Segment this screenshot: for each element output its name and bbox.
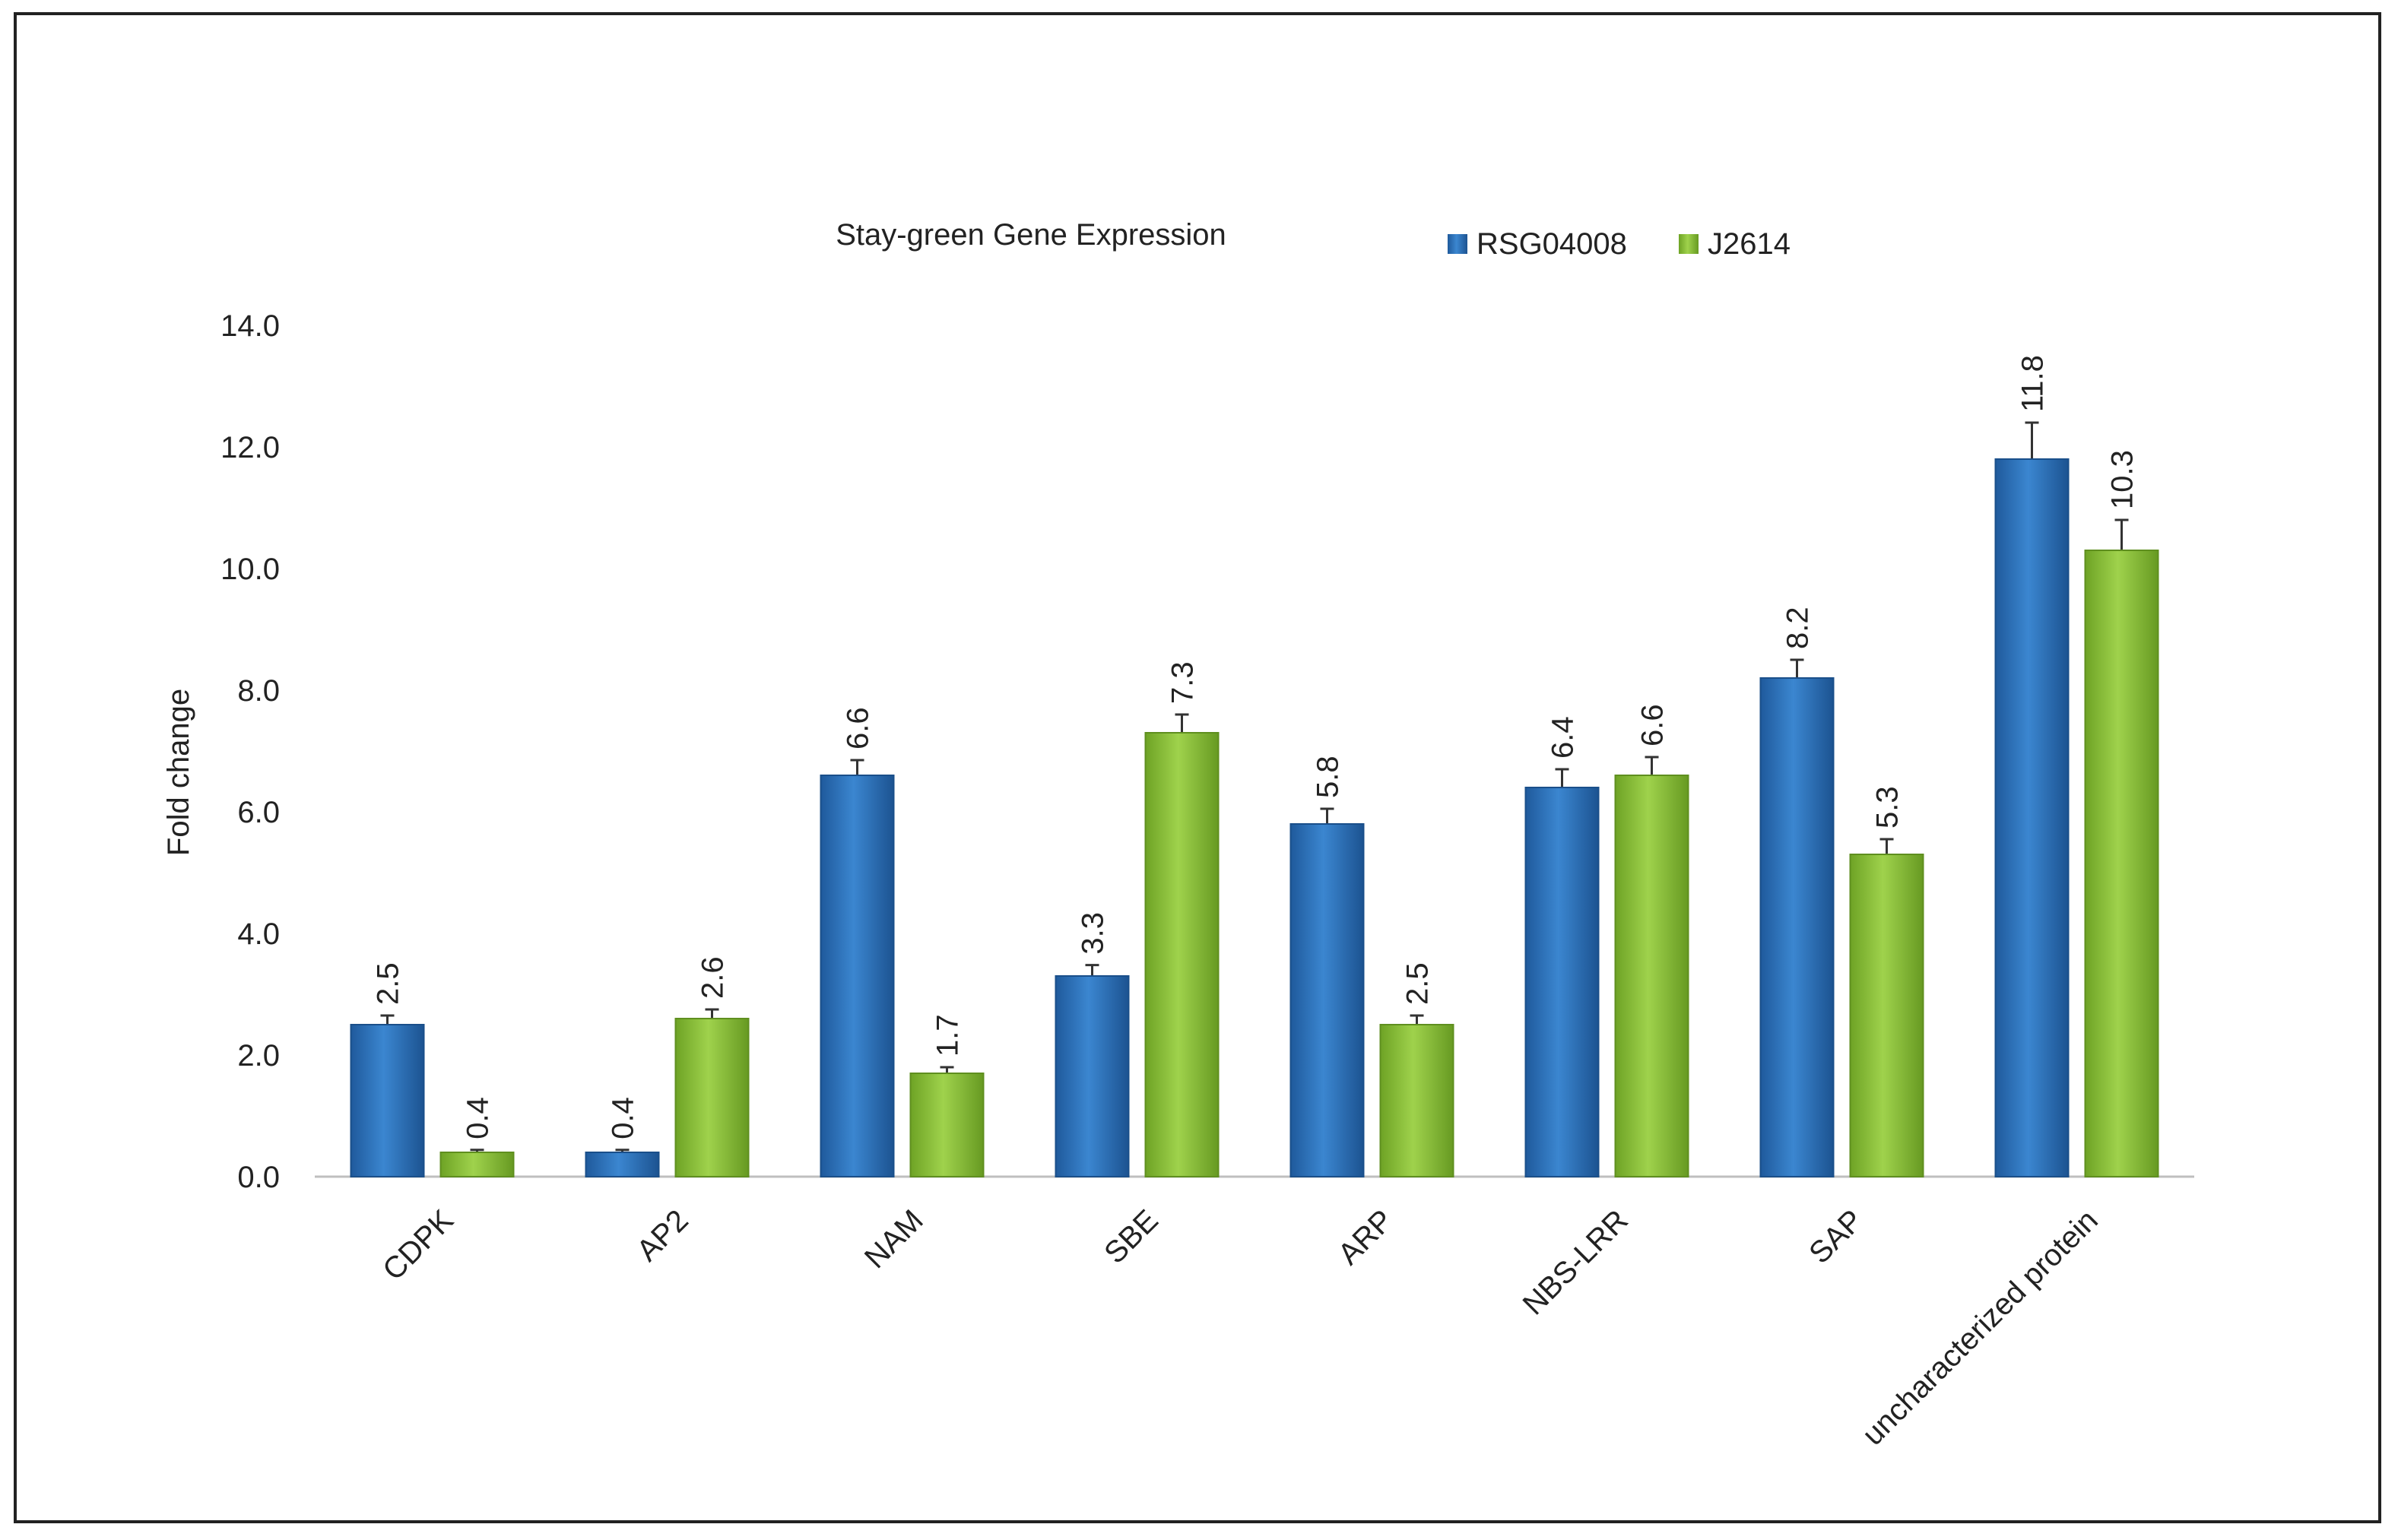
x-tick-label-nbs-lrr: NBS-LRR bbox=[1517, 1203, 1635, 1321]
x-tick-label-uncharacterized-protein: uncharacterized protein bbox=[1856, 1203, 2105, 1452]
data-label-j2614-sbe: 7.3 bbox=[1166, 661, 1200, 704]
bar-j2614-uncharacterized-protein bbox=[2084, 550, 2159, 1177]
bar-rsg04008-sap bbox=[1759, 677, 1835, 1177]
legend: RSG04008 J2614 bbox=[1448, 227, 1791, 261]
data-label-j2614-nbs-lrr: 6.6 bbox=[1636, 704, 1670, 746]
bar-j2614-arp bbox=[1379, 1024, 1454, 1177]
x-tick-label-sbe: SBE bbox=[1098, 1203, 1165, 1270]
bar-rsg04008-nbs-lrr bbox=[1524, 787, 1600, 1177]
bar-labels: 2.5 0.4 0.4 2.6 6.6 1.7 3.3 7.3 5.8 2.5 6.4 6.6 8.2 5… bbox=[372, 355, 2139, 1139]
y-tick-label: 10.0 bbox=[220, 553, 280, 586]
x-tick-label-cdpk: CDPK bbox=[376, 1203, 460, 1287]
legend-swatch-j2614 bbox=[1679, 234, 1699, 254]
data-label-rsg04008-sbe: 3.3 bbox=[1077, 912, 1110, 955]
bar-rsg04008-arp bbox=[1289, 823, 1365, 1177]
data-label-rsg04008-sap: 8.2 bbox=[1781, 607, 1815, 649]
data-label-j2614-uncharacterized-protein: 10.3 bbox=[2106, 450, 2139, 509]
bar-j2614-sbe bbox=[1144, 732, 1220, 1177]
data-label-rsg04008-arp: 5.8 bbox=[1312, 756, 1345, 798]
x-tick-label-ap2: AP2 bbox=[630, 1203, 695, 1268]
figure-frame: Stay-green Gene Expression RSG04008 J261… bbox=[14, 12, 2381, 1523]
bar-rsg04008-ap2 bbox=[585, 1152, 660, 1177]
data-label-j2614-nam: 1.7 bbox=[931, 1014, 965, 1057]
x-tick-label-arp: ARP bbox=[1332, 1203, 1400, 1271]
y-tick-label: 2.0 bbox=[237, 1039, 280, 1073]
bar-rsg04008-uncharacterized-protein bbox=[1994, 458, 2070, 1177]
bar-rsg04008-sbe bbox=[1055, 975, 1130, 1177]
bar-j2614-sap bbox=[1849, 854, 1924, 1177]
data-label-rsg04008-ap2: 0.4 bbox=[607, 1097, 640, 1139]
y-axis-ticks: 0.0 2.0 4.0 6.0 8.0 10.0 12.0 14.0 bbox=[220, 309, 280, 1194]
data-label-rsg04008-nam: 6.6 bbox=[842, 707, 875, 749]
bar-rsg04008-nam bbox=[820, 775, 895, 1177]
bar-j2614-cdpk bbox=[439, 1152, 515, 1177]
x-axis-ticks: CDPK AP2 NAM SBE ARP NBS-LRR SAPuncharacterize… bbox=[376, 1203, 2105, 1452]
y-tick-label: 8.0 bbox=[237, 674, 280, 708]
y-tick-label: 4.0 bbox=[237, 917, 280, 951]
data-label-j2614-sap: 5.3 bbox=[1871, 786, 1905, 829]
data-label-j2614-cdpk: 0.4 bbox=[462, 1097, 495, 1139]
legend-label-j2614: J2614 bbox=[1708, 227, 1791, 261]
bar-j2614-ap2 bbox=[674, 1018, 750, 1177]
data-label-j2614-ap2: 2.6 bbox=[696, 956, 730, 999]
data-label-rsg04008-cdpk: 2.5 bbox=[372, 962, 405, 1005]
legend-swatch-rsg04008 bbox=[1448, 234, 1467, 254]
bar-j2614-nbs-lrr bbox=[1614, 775, 1689, 1177]
bar-j2614-nam bbox=[909, 1073, 985, 1177]
x-tick-label-sap: SAP bbox=[1803, 1203, 1870, 1270]
y-tick-label: 12.0 bbox=[220, 431, 280, 464]
data-label-rsg04008-uncharacterized-protein: 11.8 bbox=[2016, 355, 2050, 412]
bars bbox=[350, 458, 2159, 1177]
y-tick-label: 0.0 bbox=[237, 1161, 280, 1194]
bar-chart: Stay-green Gene Expression RSG04008 J261… bbox=[162, 218, 2194, 1452]
bar-rsg04008-cdpk bbox=[350, 1024, 425, 1177]
y-tick-label: 14.0 bbox=[220, 309, 280, 343]
chart-title: Stay-green Gene Expression bbox=[836, 218, 1226, 252]
data-label-rsg04008-nbs-lrr: 6.4 bbox=[1546, 716, 1580, 759]
data-label-j2614-arp: 2.5 bbox=[1401, 962, 1435, 1005]
y-axis-label: Fold change bbox=[162, 689, 195, 856]
legend-label-rsg04008: RSG04008 bbox=[1477, 227, 1627, 261]
y-tick-label: 6.0 bbox=[237, 796, 280, 829]
x-tick-label-nam: NAM bbox=[858, 1203, 930, 1275]
